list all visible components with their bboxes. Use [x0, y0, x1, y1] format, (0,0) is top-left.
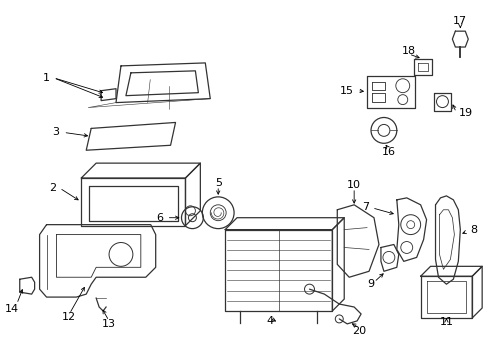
Text: 15: 15 — [340, 86, 354, 96]
Text: 2: 2 — [49, 183, 56, 193]
Text: 6: 6 — [157, 213, 164, 223]
Text: 16: 16 — [382, 147, 396, 157]
Text: 19: 19 — [458, 108, 472, 117]
Text: 18: 18 — [402, 46, 416, 56]
Text: 11: 11 — [440, 317, 453, 327]
Text: 5: 5 — [215, 178, 221, 188]
Text: 13: 13 — [102, 319, 116, 329]
Text: 9: 9 — [368, 279, 374, 289]
Text: 14: 14 — [5, 304, 19, 314]
Text: 1: 1 — [43, 73, 49, 83]
Text: 8: 8 — [470, 225, 477, 235]
Text: 3: 3 — [52, 127, 59, 138]
Text: 4: 4 — [266, 316, 273, 326]
Text: 12: 12 — [62, 312, 76, 322]
Text: 17: 17 — [453, 16, 467, 26]
Text: 7: 7 — [362, 202, 369, 212]
Text: 20: 20 — [352, 326, 366, 336]
Text: 10: 10 — [347, 180, 361, 190]
